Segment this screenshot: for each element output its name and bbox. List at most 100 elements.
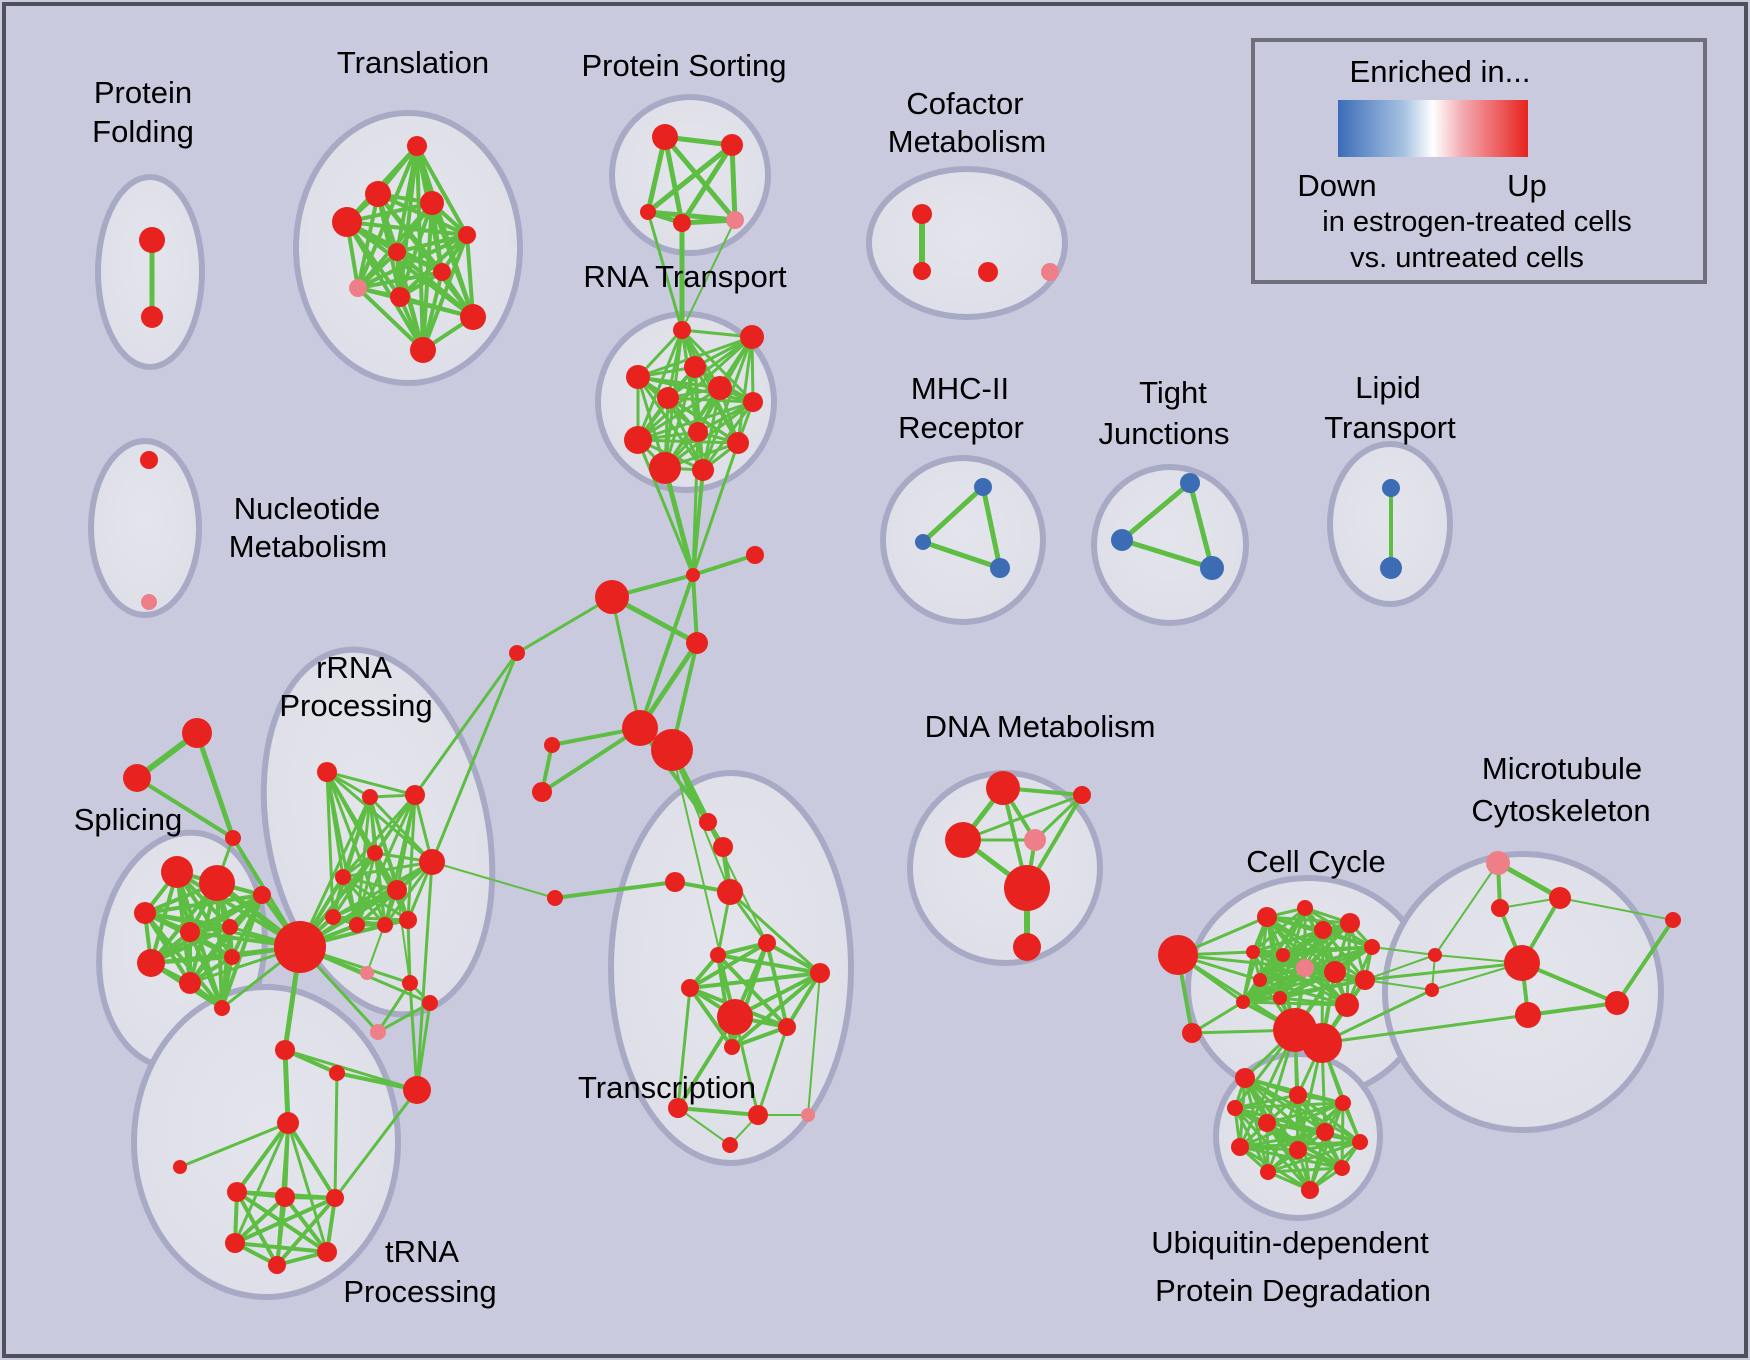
gene-set-node-red[interactable] [227,1182,247,1202]
gene-set-node-red[interactable] [1289,1086,1307,1104]
gene-set-node-red[interactable] [390,287,410,307]
gene-set-node-red[interactable] [622,710,658,746]
gene-set-node-red[interactable] [668,1098,688,1118]
gene-set-node-red[interactable] [1549,887,1571,909]
gene-set-node-red[interactable] [743,392,763,412]
gene-set-node-red[interactable] [325,909,341,925]
gene-set-node-red[interactable] [1302,1023,1342,1063]
gene-set-node-red[interactable] [681,979,699,997]
gene-set-node-red[interactable] [1246,945,1260,959]
gene-set-node-red[interactable] [388,243,406,261]
gene-set-node-red[interactable] [140,451,158,469]
gene-set-node-red[interactable] [277,1112,299,1134]
gene-set-node-red[interactable] [179,972,201,994]
gene-set-node-blue[interactable] [1111,529,1133,551]
gene-set-node-red[interactable] [509,645,525,661]
gene-set-node-red[interactable] [1253,973,1267,987]
gene-set-node-red[interactable] [710,947,726,963]
gene-set-node-red[interactable] [717,879,743,905]
gene-set-node-red[interactable] [665,872,685,892]
gene-set-node-red[interactable] [1428,948,1442,962]
gene-set-node-red[interactable] [225,1233,245,1253]
gene-set-node-red[interactable] [173,1160,187,1174]
gene-set-node-red[interactable] [649,452,681,484]
gene-set-node-red[interactable] [419,849,445,875]
gene-set-node-red[interactable] [1004,865,1050,911]
gene-set-node-red[interactable] [544,737,560,753]
gene-set-node-red[interactable] [1355,970,1375,990]
gene-set-node-red[interactable] [978,262,998,282]
gene-set-node-blue[interactable] [915,534,931,550]
gene-set-node-red[interactable] [317,1242,337,1262]
gene-set-node-red[interactable] [708,376,732,400]
gene-set-node-red[interactable] [402,975,418,991]
gene-set-node-red[interactable] [717,999,753,1035]
gene-set-node-red[interactable] [1324,961,1346,983]
gene-set-node-red[interactable] [1364,939,1380,955]
gene-set-node-red[interactable] [253,886,271,904]
gene-set-node-red[interactable] [407,136,427,156]
gene-set-node-red[interactable] [1258,1114,1276,1132]
gene-set-node-red[interactable] [1334,1160,1350,1176]
gene-set-node-red[interactable] [688,422,708,442]
gene-set-node-red[interactable] [225,830,241,846]
gene-set-node-red[interactable] [182,718,212,748]
gene-set-node-red[interactable] [405,785,425,805]
gene-set-node-red[interactable] [913,262,931,280]
gene-set-node-red[interactable] [1236,995,1250,1009]
gene-set-node-red[interactable] [986,771,1020,805]
gene-set-node-pink[interactable] [726,211,744,229]
gene-set-node-red[interactable] [1235,1068,1255,1088]
gene-set-node-red[interactable] [686,632,708,654]
gene-set-node-red[interactable] [1289,1141,1307,1159]
gene-set-node-red[interactable] [624,426,652,454]
gene-set-node-red[interactable] [1504,945,1540,981]
gene-set-node-blue[interactable] [1382,479,1400,497]
gene-set-node-red[interactable] [422,995,438,1011]
gene-set-node-red[interactable] [1314,921,1332,939]
gene-set-node-red[interactable] [365,181,391,207]
gene-set-node-red[interactable] [387,880,407,900]
gene-set-node-red[interactable] [1297,900,1313,916]
gene-set-node-red[interactable] [532,782,552,802]
gene-set-node-red[interactable] [222,919,238,935]
gene-set-node-red[interactable] [137,949,165,977]
gene-set-node-red[interactable] [1352,1134,1368,1150]
gene-set-node-red[interactable] [724,1039,740,1055]
gene-set-node-red[interactable] [410,337,436,363]
gene-set-node-red[interactable] [123,764,151,792]
gene-set-node-red[interactable] [139,227,165,253]
gene-set-node-pink[interactable] [349,279,367,297]
gene-set-node-red[interactable] [746,546,764,564]
gene-set-node-pink[interactable] [141,594,157,610]
gene-set-node-red[interactable] [945,822,981,858]
gene-set-node-red[interactable] [180,922,200,942]
gene-set-node-red[interactable] [399,911,417,929]
gene-set-node-red[interactable] [626,365,650,389]
gene-set-node-red[interactable] [458,226,476,244]
gene-set-node-red[interactable] [640,204,656,220]
gene-set-node-red[interactable] [214,1000,230,1016]
gene-set-node-red[interactable] [595,580,629,614]
gene-set-node-red[interactable] [433,263,451,281]
gene-set-node-red[interactable] [673,214,691,232]
gene-set-node-red[interactable] [1073,786,1091,804]
gene-set-node-red[interactable] [1335,1095,1351,1111]
gene-set-node-red[interactable] [420,191,444,215]
gene-set-node-pink[interactable] [360,966,374,980]
gene-set-node-red[interactable] [335,869,351,885]
gene-set-node-red[interactable] [652,124,678,150]
gene-set-node-red[interactable] [362,789,378,805]
gene-set-node-red[interactable] [1260,1164,1276,1180]
gene-set-node-red[interactable] [275,1187,295,1207]
gene-set-node-red[interactable] [748,1105,768,1125]
gene-set-node-red[interactable] [332,207,362,237]
gene-set-node-pink[interactable] [1024,829,1046,851]
gene-set-node-red[interactable] [329,1065,345,1081]
gene-set-node-red[interactable] [1491,899,1509,917]
gene-set-node-red[interactable] [684,356,706,378]
gene-set-node-red[interactable] [1425,983,1439,997]
gene-set-node-red[interactable] [912,204,932,224]
gene-set-node-red[interactable] [1276,948,1290,962]
gene-set-node-red[interactable] [1227,1100,1243,1116]
